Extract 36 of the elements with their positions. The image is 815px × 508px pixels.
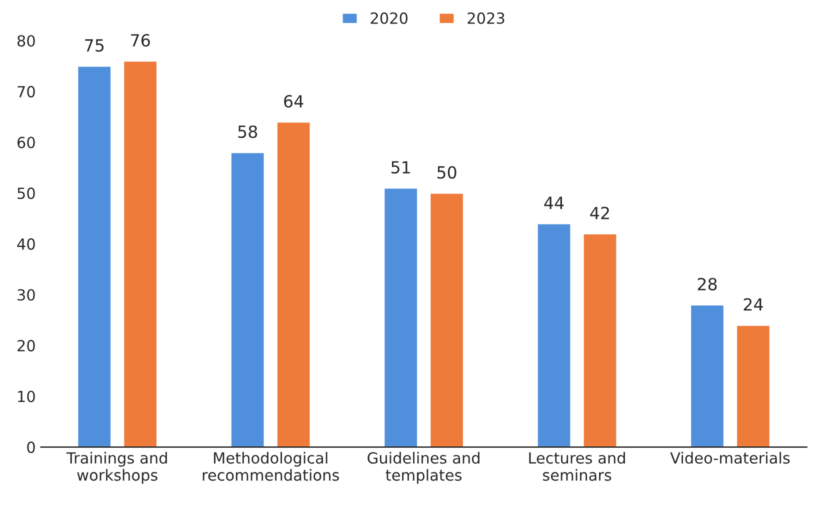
bar (122, 60, 158, 448)
y-tick-label: 0 (27, 442, 35, 454)
legend-label: 2020 (370, 12, 408, 24)
bar (690, 304, 725, 448)
x-tick-label: Video-materials (670, 452, 790, 464)
bar (582, 232, 618, 448)
bar (429, 192, 464, 448)
x-tick-label: Trainings and workshops (66, 452, 167, 484)
data-label: 50 (437, 166, 456, 179)
bar (76, 65, 112, 448)
y-tick-label: 50 (18, 188, 35, 200)
data-label: 42 (590, 206, 609, 220)
y-tick-label: 60 (18, 136, 35, 148)
legend-label: 2023 (468, 12, 504, 24)
data-label: 44 (544, 196, 564, 209)
x-tick-label: Methodological recommendations (202, 452, 339, 481)
data-label: 64 (284, 94, 304, 108)
y-tick-label: 70 (18, 86, 35, 98)
data-label: 51 (392, 161, 410, 174)
data-label: 28 (698, 278, 717, 290)
y-tick-label: 30 (18, 289, 35, 301)
bar (536, 222, 572, 448)
bar (276, 121, 312, 448)
x-tick-label: Guidelines and templates (368, 452, 480, 484)
data-label: 76 (131, 34, 150, 47)
y-tick-label: 40 (17, 238, 35, 250)
data-label: 75 (85, 39, 104, 52)
bar (230, 152, 266, 448)
y-tick-label: 80 (17, 35, 35, 47)
data-label: 58 (238, 125, 258, 138)
bar (383, 187, 418, 448)
data-label: 24 (744, 298, 763, 311)
bar (736, 324, 771, 448)
x-tick-label: Lectures and seminars (529, 452, 625, 481)
y-tick-label: 10 (18, 390, 35, 402)
y-tick-label: 20 (18, 340, 35, 352)
